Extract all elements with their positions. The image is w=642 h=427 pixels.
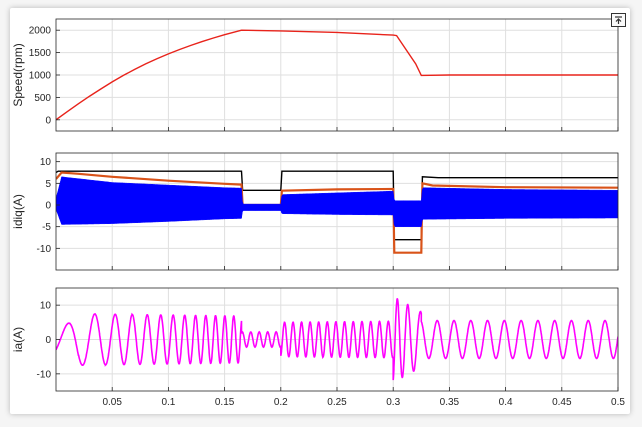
y-axis-label: idiq(A)	[11, 194, 25, 229]
y-tick-label: -10	[37, 244, 52, 255]
series-group	[56, 29, 618, 121]
y-tick-label: 5	[45, 179, 51, 190]
series-group	[56, 298, 618, 381]
series-3-band	[56, 176, 618, 227]
y-tick-label: 500	[34, 93, 51, 104]
y-tick-label: 0	[45, 201, 51, 212]
y-tick-label: -10	[37, 369, 52, 380]
y-tick-label: 10	[40, 157, 52, 168]
y-tick-label: -5	[42, 222, 51, 233]
axes-3: -10 0 10 0.05 0.1 0.15 0.2 0.25 0.3 0.35 0.4 0.45 0.…	[11, 287, 625, 408]
y-tick-label: 1500	[29, 48, 52, 59]
x-tick-label: 0.25	[327, 397, 347, 408]
x-tick-label: 0.35	[440, 397, 460, 408]
expand-button[interactable]	[611, 13, 626, 27]
series-1-line	[56, 298, 618, 381]
x-tick-label: 0.1	[161, 397, 175, 408]
x-tick-label: 0.05	[102, 397, 122, 408]
axes-2: -10 -5 0 5 10 idiq(A)	[11, 152, 619, 271]
x-tick-label: 0.45	[552, 397, 572, 408]
x-tick-label: 0.3	[386, 397, 400, 408]
x-tick-label: 0.5	[611, 397, 625, 408]
x-tick-label: 0.2	[274, 397, 288, 408]
series-group	[56, 170, 618, 254]
y-tick-label: 0	[45, 335, 51, 346]
axes-1: 0 500 1000 1500 2000 Speed(rpm)	[11, 18, 619, 132]
axes-layer: 0 500 1000 1500 2000 Speed(rpm) -10 -5 0 5 10 idiq(…	[11, 18, 625, 408]
y-tick-label: 10	[40, 301, 52, 312]
x-tick-label: 0.15	[215, 397, 235, 408]
expand-icon	[615, 15, 622, 24]
y-axis-label: ia(A)	[11, 327, 25, 352]
y-tick-label: 0	[45, 115, 51, 126]
x-tick-label: 0.4	[499, 397, 513, 408]
series-1-line	[56, 29, 618, 121]
y-tick-label: 2000	[29, 26, 52, 37]
series-1-line	[56, 170, 618, 241]
y-axis-label: Speed(rpm)	[11, 43, 25, 106]
y-tick-label: 1000	[29, 71, 52, 82]
